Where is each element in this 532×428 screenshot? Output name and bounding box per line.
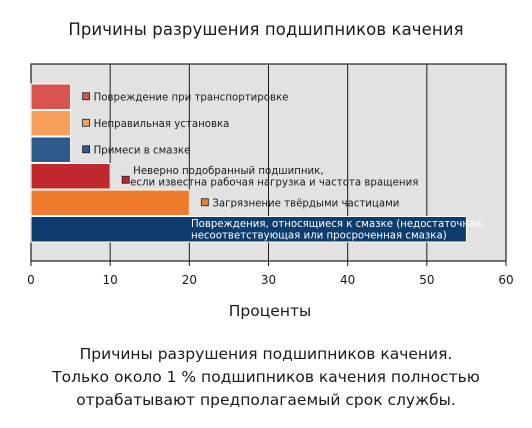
bar-label: Неверно подобранный подшипник, (133, 166, 323, 177)
caption-line-2: Только около 1 % подшипников качения пол… (52, 368, 480, 386)
bar (30, 83, 72, 110)
bar-label: несоответствующая или просроченная смазк… (191, 231, 447, 242)
bar-label: Повреждение при транспортировке (94, 92, 289, 103)
bar-label: Повреждения, относящиеся к смазке (недос… (191, 219, 485, 230)
legend-marker (200, 198, 209, 207)
legend-marker (82, 118, 90, 127)
bar-label: Примеси в смазке (94, 145, 191, 156)
bar (30, 216, 467, 243)
bar-label: если известна рабочая нагрузка и частота… (130, 178, 418, 189)
bar-label: Загрязнение твёрдыми частицами (212, 198, 399, 209)
x-tick-label: 40 (340, 273, 355, 287)
bar-label: Неправильная установка (94, 119, 230, 130)
bar (30, 136, 72, 163)
x-tick-label: 60 (498, 273, 513, 287)
x-tick-label: 0 (27, 273, 35, 287)
caption-line-1: Причины разрушения подшипников качения. (79, 345, 453, 363)
x-axis-label: Проценты (228, 302, 312, 320)
bar (30, 189, 190, 216)
x-tick-label: 30 (261, 273, 276, 287)
bar (30, 163, 111, 190)
bar-chart: 0 10 20 30 40 50 60 Повреждение при транспортир… (27, 63, 514, 287)
chart-title: Причины разрушения подшипников качения (68, 20, 464, 39)
bar (30, 110, 72, 137)
figure-caption: Причины разрушения подшипников качения. … (0, 343, 532, 412)
legend-marker (82, 92, 90, 101)
caption-line-3: отрабатывают предполагаемый срок службы. (76, 391, 456, 409)
x-tick-label: 10 (103, 273, 118, 287)
x-tick-label: 20 (182, 273, 197, 287)
x-tick-label: 50 (419, 273, 434, 287)
legend-marker (82, 145, 90, 154)
legend-marker (121, 175, 130, 184)
